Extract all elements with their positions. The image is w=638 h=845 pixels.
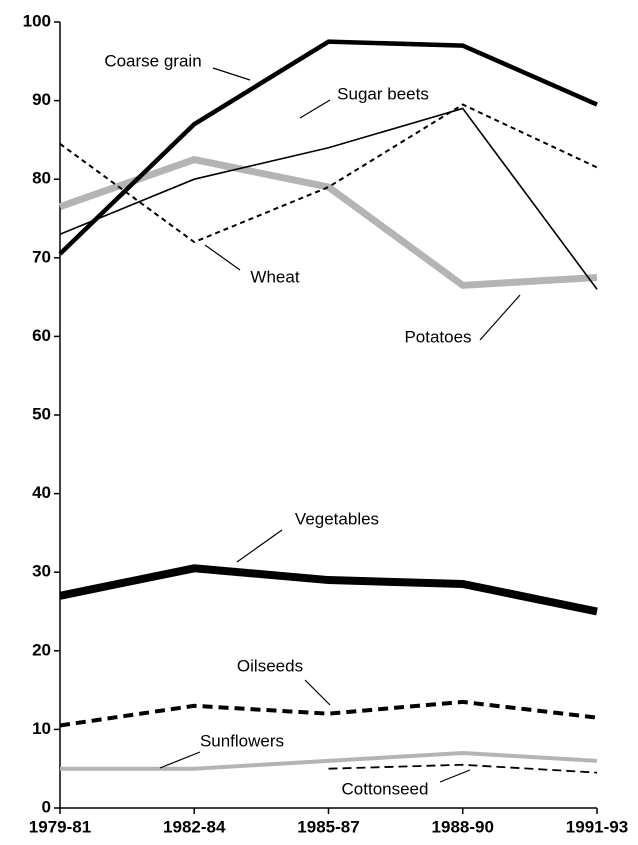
y-tick-label: 60	[32, 326, 51, 345]
y-tick-label: 20	[32, 640, 51, 659]
series-line	[59, 564, 598, 616]
leader-line	[204, 244, 241, 271]
series-label: Oilseeds	[237, 656, 303, 675]
leader-line	[236, 529, 283, 563]
series-line	[328, 763, 598, 774]
series-label: Sugar beets	[337, 84, 429, 103]
series-label: Potatoes	[404, 327, 471, 346]
y-tick-label: 40	[32, 483, 51, 502]
y-tick-label: 70	[32, 247, 51, 266]
leader-line	[439, 769, 471, 783]
y-tick-label: 50	[32, 404, 51, 423]
x-tick-label: 1985-87	[297, 817, 359, 836]
series-label: Cottonseed	[342, 779, 429, 798]
series-label: Vegetables	[295, 509, 379, 528]
series-line	[59, 699, 598, 728]
series-label: Coarse grain	[104, 51, 201, 70]
series-line	[58, 39, 598, 256]
leader-line	[479, 294, 521, 341]
series-line	[58, 155, 598, 289]
y-tick-label: 30	[32, 562, 51, 581]
leader-line	[212, 67, 251, 81]
series-label: Wheat	[250, 267, 299, 286]
y-tick-label: 100	[23, 11, 51, 30]
leader-line	[304, 679, 331, 706]
y-tick-label: 90	[32, 90, 51, 109]
x-tick-label: 1979-81	[29, 817, 91, 836]
y-tick-label: 10	[32, 719, 51, 738]
leader-line	[159, 751, 201, 769]
series-label: Sunflowers	[200, 731, 284, 750]
x-tick-label: 1988-90	[432, 817, 494, 836]
y-tick-label: 80	[32, 169, 51, 188]
x-tick-label: 1991-93	[566, 817, 628, 836]
y-tick-label: 0	[42, 797, 51, 816]
series-line	[59, 107, 598, 290]
series-line	[59, 103, 598, 244]
leader-line	[299, 99, 331, 119]
x-tick-label: 1982-84	[163, 817, 226, 836]
series-line	[60, 750, 598, 771]
